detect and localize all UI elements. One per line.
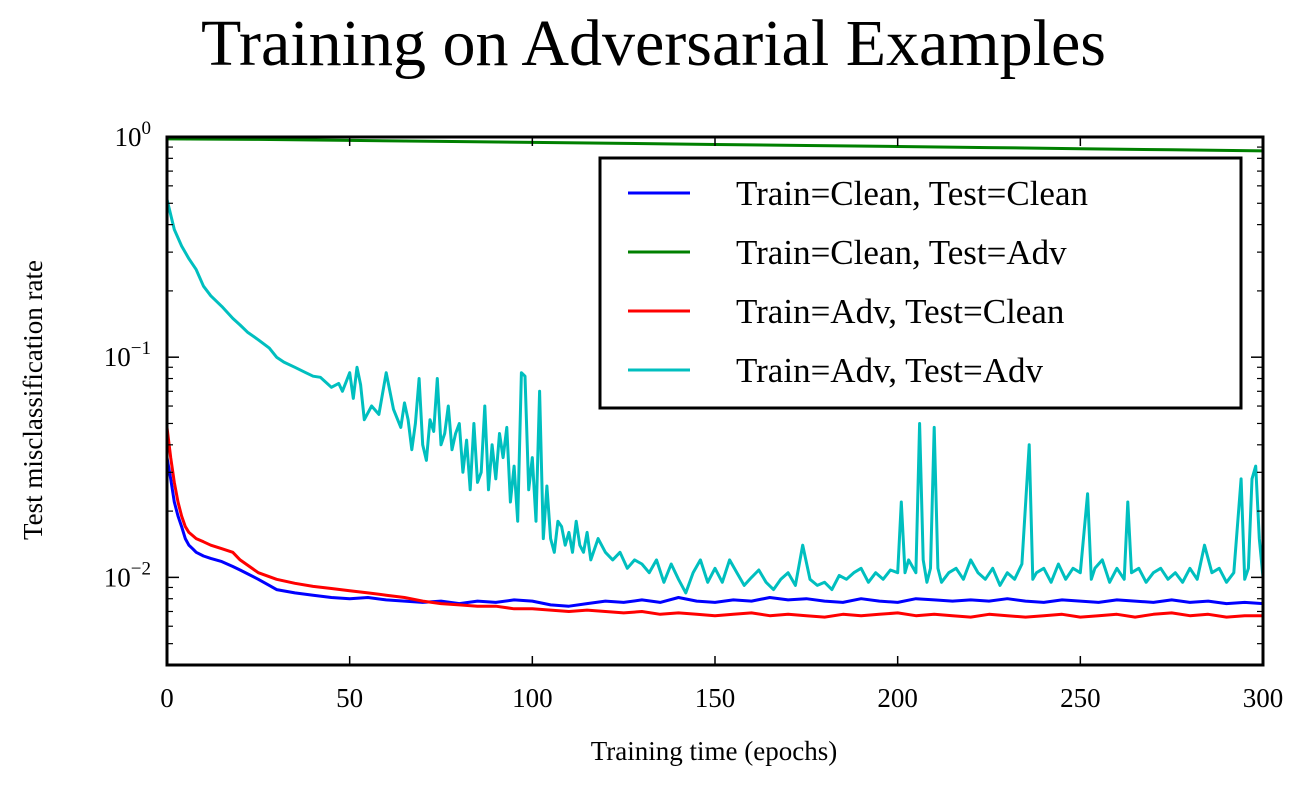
series-line-1 [167, 457, 1263, 608]
x-tick-label: 100 [512, 683, 553, 713]
series-line-3 [167, 427, 1263, 619]
x-tick-label: 250 [1060, 683, 1101, 713]
legend-label: Train=Adv, Test=Adv [736, 351, 1044, 390]
x-tick-label: 50 [336, 683, 363, 713]
x-tick-label: 0 [160, 683, 174, 713]
chart-title: Training on Adversarial Examples [201, 7, 1106, 80]
legend-label: Train=Clean, Test=Adv [736, 233, 1067, 272]
x-tick-label: 150 [695, 683, 736, 713]
y-tick-label: 10−2 [104, 558, 151, 592]
y-tick-label: 100 [115, 118, 152, 152]
legend-box [598, 156, 1243, 410]
legend-label: Train=Adv, Test=Clean [736, 292, 1064, 331]
legend: Train=Clean, Test=Clean Train=Clean, Test… [598, 156, 1243, 410]
y-axis-label: Test misclassification rate [18, 260, 48, 540]
legend-label: Train=Clean, Test=Clean [736, 174, 1088, 213]
x-tick-label: 200 [877, 683, 918, 713]
x-axis-label: Training time (epochs) [591, 736, 837, 766]
series-line-4 [167, 199, 1263, 595]
axes: 0 50 100 150 200 250 300 100 10−1 10−2 [104, 118, 1283, 713]
y-tick-label: 10−1 [104, 338, 151, 372]
x-tick-label: 300 [1243, 683, 1284, 713]
